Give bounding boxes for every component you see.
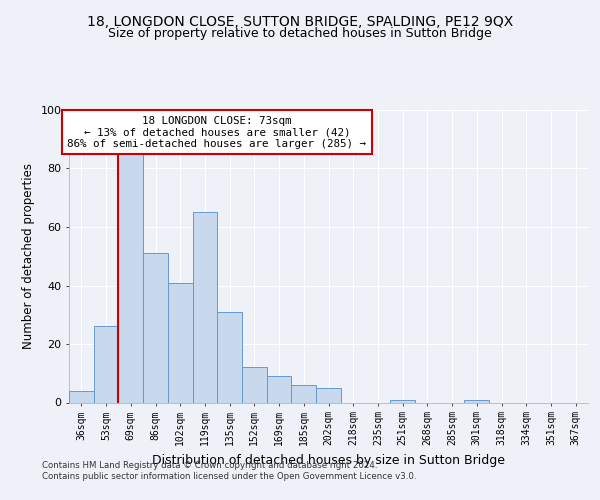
Text: 18, LONGDON CLOSE, SUTTON BRIDGE, SPALDING, PE12 9QX: 18, LONGDON CLOSE, SUTTON BRIDGE, SPALDI… — [87, 15, 513, 29]
Bar — [69, 391, 94, 402]
Bar — [292, 385, 316, 402]
Bar — [316, 388, 341, 402]
Text: Size of property relative to detached houses in Sutton Bridge: Size of property relative to detached ho… — [108, 28, 492, 40]
Bar — [242, 368, 267, 402]
X-axis label: Distribution of detached houses by size in Sutton Bridge: Distribution of detached houses by size … — [152, 454, 505, 466]
Text: Contains public sector information licensed under the Open Government Licence v3: Contains public sector information licen… — [42, 472, 416, 481]
Text: Contains HM Land Registry data © Crown copyright and database right 2024.: Contains HM Land Registry data © Crown c… — [42, 461, 377, 470]
Bar — [143, 254, 168, 402]
Bar — [193, 212, 217, 402]
Bar — [267, 376, 292, 402]
Bar — [390, 400, 415, 402]
Bar — [118, 154, 143, 402]
Bar — [168, 282, 193, 403]
Text: 18 LONGDON CLOSE: 73sqm
← 13% of detached houses are smaller (42)
86% of semi-de: 18 LONGDON CLOSE: 73sqm ← 13% of detache… — [67, 116, 367, 149]
Bar — [94, 326, 118, 402]
Bar — [217, 312, 242, 402]
Y-axis label: Number of detached properties: Number of detached properties — [22, 163, 35, 349]
Bar — [464, 400, 489, 402]
